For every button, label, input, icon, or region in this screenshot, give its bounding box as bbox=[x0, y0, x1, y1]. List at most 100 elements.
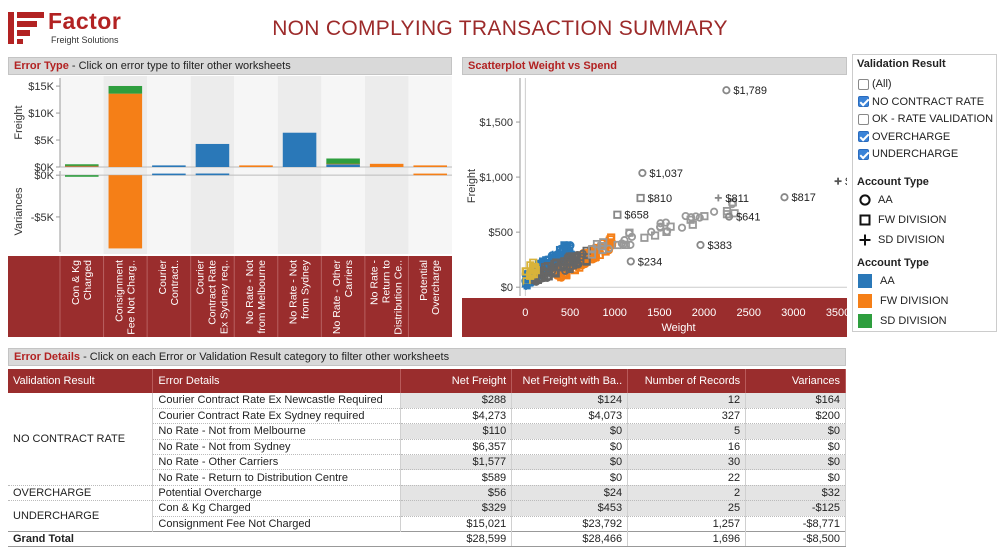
scatter-point[interactable] bbox=[728, 198, 737, 207]
scatter-point[interactable] bbox=[695, 213, 704, 222]
color-legend-item[interactable]: AA bbox=[858, 274, 895, 288]
validation-filter-item[interactable]: (All) bbox=[858, 77, 892, 91]
scatter-point[interactable] bbox=[571, 252, 580, 261]
color-legend-item[interactable]: FW DIVISION bbox=[858, 294, 948, 308]
bar-segment[interactable] bbox=[108, 93, 143, 167]
category-label[interactable]: Con & KgCharged bbox=[70, 260, 94, 305]
bar-segment[interactable] bbox=[152, 165, 186, 167]
scatter-point[interactable] bbox=[576, 252, 585, 261]
category-label[interactable]: CourierContract RateEx Sydney req.. bbox=[194, 260, 230, 335]
checkbox[interactable] bbox=[858, 131, 869, 143]
scatter-point[interactable] bbox=[587, 250, 597, 259]
table-row[interactable]: No Rate - Return to Distribution Centre $… bbox=[8, 469, 846, 486]
scatter-point[interactable] bbox=[563, 244, 572, 254]
validation-filter-item[interactable]: UNDERCHARGE bbox=[858, 147, 958, 161]
scatter-point[interactable] bbox=[556, 263, 565, 272]
scatter-point[interactable] bbox=[552, 258, 561, 267]
scatter-point[interactable] bbox=[625, 228, 634, 237]
scatter-point[interactable] bbox=[691, 212, 700, 221]
bar-segment[interactable] bbox=[152, 173, 186, 176]
scatter-point[interactable] bbox=[640, 233, 649, 242]
bar-segment[interactable] bbox=[326, 164, 360, 167]
scatter-point[interactable] bbox=[604, 244, 613, 253]
bar-segment[interactable] bbox=[65, 165, 99, 167]
bar-segment[interactable] bbox=[413, 165, 447, 167]
error-detail-cell[interactable]: Courier Contract Rate Ex Sydney required bbox=[152, 408, 402, 425]
scatter-point[interactable] bbox=[677, 223, 687, 232]
bar-segment[interactable] bbox=[65, 164, 99, 166]
validation-filter-item[interactable]: NO CONTRACT RATE bbox=[858, 95, 984, 109]
bar-segment[interactable] bbox=[413, 173, 447, 176]
scatter-point[interactable] bbox=[597, 241, 606, 251]
col-variances[interactable]: Variances bbox=[745, 369, 846, 393]
scatter-point[interactable] bbox=[529, 258, 538, 267]
error-detail-cell[interactable]: No Rate - Not from Melbourne bbox=[152, 423, 402, 440]
col-net-freight[interactable]: Net Freight bbox=[400, 369, 513, 393]
col-records[interactable]: Number of Records bbox=[627, 369, 747, 393]
scatter-point[interactable] bbox=[681, 211, 690, 221]
shape-legend-item[interactable]: FW DIVISION bbox=[858, 213, 946, 227]
table-row[interactable]: No Rate - Not from Sydney $6,357 $0 16 $0 bbox=[8, 439, 846, 456]
scatter-point[interactable] bbox=[574, 260, 583, 269]
scatter-point[interactable] bbox=[621, 240, 630, 250]
scatter-point[interactable] bbox=[613, 240, 622, 250]
checkbox[interactable] bbox=[858, 78, 869, 90]
bar-segment[interactable] bbox=[195, 143, 230, 167]
scatter-point[interactable] bbox=[588, 245, 597, 254]
validation-result-cell[interactable]: NO CONTRACT RATE bbox=[8, 393, 154, 486]
scatter-point-labeled[interactable] bbox=[834, 177, 842, 185]
scatter-point[interactable] bbox=[662, 227, 671, 236]
checkbox[interactable] bbox=[858, 148, 869, 160]
category-label[interactable]: PotentialOvercharge bbox=[418, 260, 442, 315]
scatter-point[interactable] bbox=[661, 218, 670, 227]
category-label[interactable]: No Rate - Notfrom Sydney bbox=[288, 259, 312, 324]
col-validation-result[interactable]: Validation Result bbox=[8, 369, 154, 393]
error-detail-cell[interactable]: Courier Contract Rate Ex Newcastle Requi… bbox=[152, 393, 402, 409]
category-label[interactable]: No Rate - OtherCarriers bbox=[331, 260, 355, 335]
error-detail-cell[interactable]: Potential Overcharge bbox=[152, 485, 402, 502]
scatter-point[interactable] bbox=[526, 269, 535, 279]
scatter-point[interactable] bbox=[656, 223, 665, 232]
bar-segment[interactable] bbox=[108, 175, 143, 249]
category-label[interactable]: CourierContract.. bbox=[157, 260, 181, 306]
error-detail-cell[interactable]: No Rate - Not from Sydney bbox=[152, 439, 402, 456]
error-detail-cell[interactable]: No Rate - Other Carriers bbox=[152, 454, 402, 471]
category-label[interactable]: No Rate -Return toDistribution Ce.. bbox=[369, 260, 405, 335]
bar-segment[interactable] bbox=[326, 158, 360, 164]
validation-result-cell[interactable]: OVERCHARGE bbox=[8, 485, 154, 502]
scatter-point[interactable] bbox=[709, 207, 719, 216]
weight-vs-spend-scatter[interactable]: $0 $500 $1,000 $1,500 Freight $1,789 $1,037 $81… bbox=[462, 76, 847, 337]
color-legend-item[interactable]: SD DIVISION bbox=[858, 314, 947, 328]
scatter-point-labeled[interactable] bbox=[780, 193, 789, 202]
category-label[interactable]: No Rate - Notfrom Melbourne bbox=[244, 260, 268, 334]
scatter-point[interactable] bbox=[647, 227, 656, 237]
checkbox[interactable] bbox=[858, 113, 869, 125]
bar-segment[interactable] bbox=[239, 165, 273, 167]
bar-segment[interactable] bbox=[65, 175, 99, 177]
validation-result-cell[interactable]: UNDERCHARGE bbox=[8, 500, 154, 533]
scatter-point-labeled[interactable] bbox=[613, 210, 622, 219]
validation-filter-item[interactable]: OVERCHARGE bbox=[858, 130, 950, 144]
shape-legend-item[interactable]: SD DIVISION bbox=[858, 233, 945, 247]
checkbox[interactable] bbox=[858, 96, 869, 108]
table-row[interactable]: No Rate - Other Carriers $1,577 $0 30 $0 bbox=[8, 454, 846, 471]
error-detail-cell[interactable]: Consignment Fee Not Charged bbox=[152, 516, 402, 533]
error-detail-cell[interactable]: No Rate - Return to Distribution Centre bbox=[152, 469, 402, 486]
col-net-freight-ba[interactable]: Net Freight with Ba.. bbox=[511, 369, 629, 393]
scatter-point[interactable] bbox=[656, 219, 665, 228]
scatter-point-labeled[interactable] bbox=[722, 86, 731, 95]
scatter-point[interactable] bbox=[688, 220, 697, 229]
error-detail-cell[interactable]: Con & Kg Charged bbox=[152, 500, 402, 517]
scatter-point[interactable] bbox=[700, 212, 709, 221]
table-row[interactable]: OVERCHARGE Potential Overcharge $56 $24 2 $32 bbox=[8, 485, 846, 502]
bar-segment[interactable] bbox=[282, 132, 317, 167]
bar-segment[interactable] bbox=[108, 85, 143, 94]
shape-legend-item[interactable]: AA bbox=[858, 193, 893, 207]
scatter-point-labeled[interactable] bbox=[724, 212, 734, 221]
bar-segment[interactable] bbox=[195, 173, 230, 176]
scatter-point-labeled[interactable] bbox=[626, 257, 635, 266]
scatter-point[interactable] bbox=[566, 262, 575, 271]
validation-filter-item[interactable]: OK - RATE VALIDATION bbox=[858, 112, 993, 126]
table-row[interactable]: NO CONTRACT RATE Courier Contract Rate Ex… bbox=[8, 393, 846, 486]
